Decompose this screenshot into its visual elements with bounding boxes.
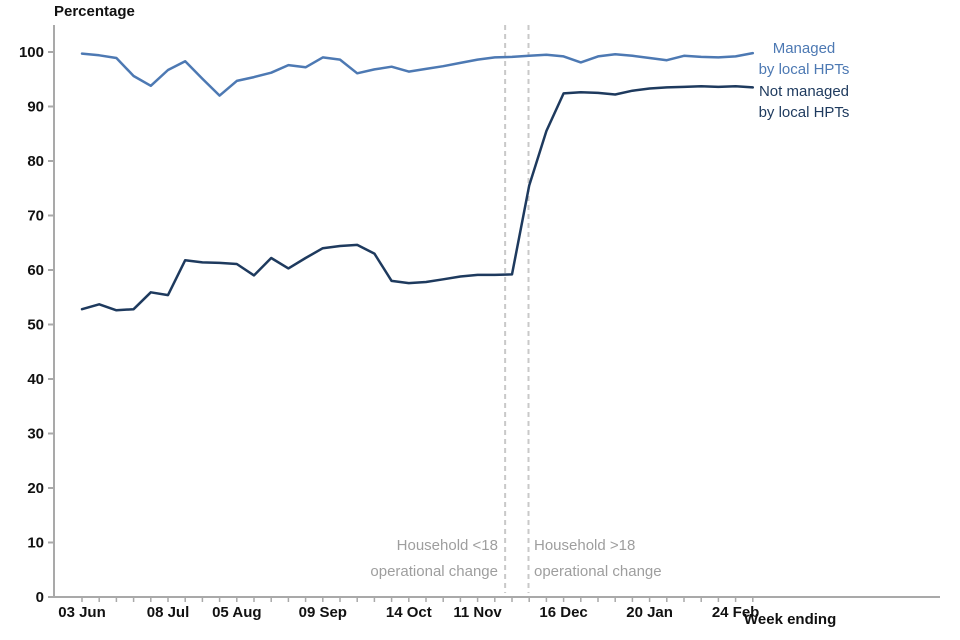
y-tick-label: 70: [27, 208, 44, 225]
series-line-managed: [80, 51, 755, 97]
y-tick-label: 40: [27, 371, 44, 388]
y-tick-label: 10: [27, 535, 44, 552]
x-tick-label: 20 Jan: [626, 604, 673, 621]
x-tick-label: 16 Dec: [539, 604, 587, 621]
y-tick-label: 80: [27, 153, 44, 170]
y-tick-label: 90: [27, 99, 44, 116]
x-tick-label: 14 Oct: [386, 604, 432, 621]
legend-label-managed: Managed by local HPTs: [758, 40, 850, 78]
x-tick-label: 08 Jul: [147, 604, 190, 621]
y-tick-label: 30: [27, 426, 44, 443]
x-tick-label: 24 Feb: [712, 604, 760, 621]
y-tick-label: 0: [36, 589, 44, 606]
x-tick-label: 05 Aug: [212, 604, 261, 621]
y-tick-label: 100: [19, 44, 44, 61]
x-axis-title: Week ending: [744, 611, 837, 628]
x-tick-label: 11 Nov: [453, 604, 502, 621]
annotation-household-over18: Household >18 operational change: [534, 537, 662, 580]
y-axis-title: Percentage: [54, 3, 135, 20]
y-tick-label: 60: [27, 262, 44, 279]
series-line-not-managed: [80, 85, 755, 312]
x-tick-label: 03 Jun: [58, 604, 106, 621]
annotation-household-under18: Household <18 operational change: [370, 537, 498, 580]
y-tick-label: 20: [27, 480, 44, 497]
y-tick-label: 50: [27, 317, 44, 334]
x-tick-label: 09 Sep: [299, 604, 347, 621]
legend-label-not-managed: Not managed by local HPTs: [758, 83, 850, 121]
